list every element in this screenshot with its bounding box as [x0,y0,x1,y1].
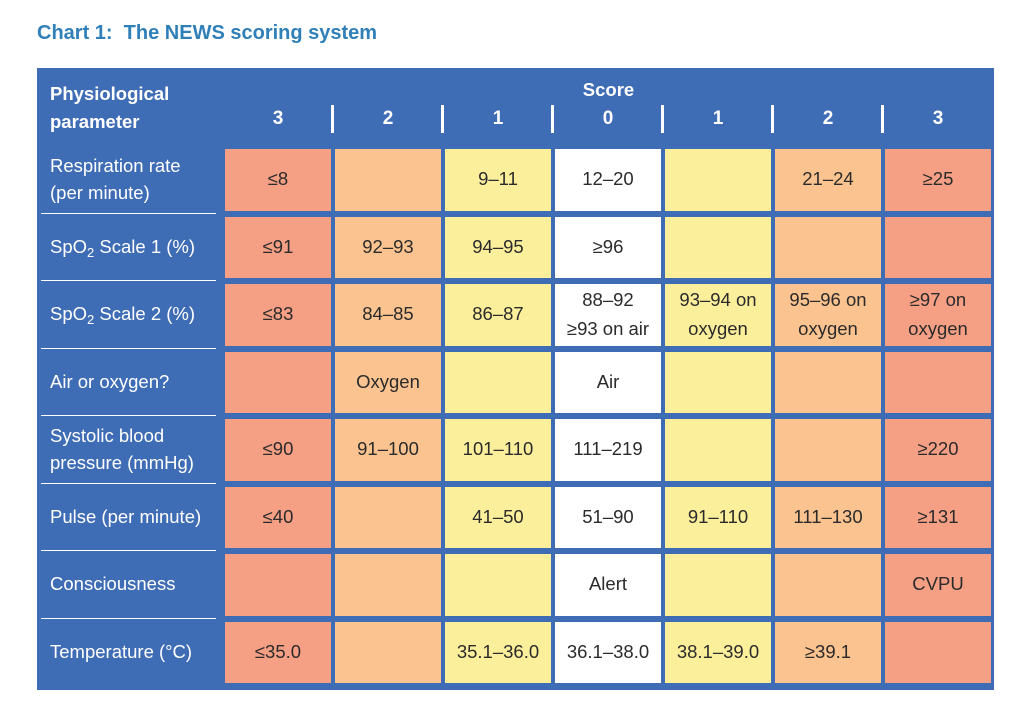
score-cell: 51–90 [555,486,661,548]
score-cell: 35.1–36.0 [445,621,551,683]
score-cell: 111–219 [555,419,661,481]
score-cell [335,149,441,211]
score-cell: ≥131 [885,486,991,548]
score-column-header: 2 [382,108,394,129]
score-column-header: 2 [822,108,834,129]
score-cell: 86–87 [445,284,551,346]
score-cell: 41–50 [445,486,551,548]
score-cell: 9–11 [445,149,551,211]
score-cell: ≤40 [225,486,331,548]
parameter-label: Air or oxygen? [50,370,170,392]
header-divider [661,105,664,133]
score-cell: ≥25 [885,149,991,211]
score-cell: 36.1–38.0 [555,621,661,683]
score-cell: 91–100 [335,419,441,481]
score-cell: ≥39.1 [775,621,881,683]
parameter-label: Respiration rate (per minute) [50,154,181,203]
score-cell [775,419,881,481]
score-cell [225,554,331,616]
score-cell: 101–110 [445,419,551,481]
header-divider [331,105,334,133]
score-cell [665,554,771,616]
score-cell [335,554,441,616]
score-cell [885,216,991,278]
score-cell [885,351,991,413]
score-cell: 91–110 [665,486,771,548]
score-cell [885,621,991,683]
score-cell: 95–96 on oxygen [775,284,881,346]
header-divider [551,105,554,133]
score-cell: 88–92 ≥93 on air [555,284,661,346]
score-cell: Air [555,351,661,413]
score-cell: ≥220 [885,419,991,481]
score-cell [335,621,441,683]
score-cell [665,149,771,211]
score-header: Score [582,79,635,100]
score-cell: 12–20 [555,149,661,211]
score-cell [775,554,881,616]
score-cell [445,554,551,616]
score-cell: 21–24 [775,149,881,211]
score-column-header: 3 [272,108,284,129]
row-divider [41,617,216,619]
score-column-header: 1 [492,108,504,129]
score-cell [445,351,551,413]
score-cell: 38.1–39.0 [665,621,771,683]
row-divider [41,550,216,551]
score-cell: Oxygen [335,351,441,413]
score-cell: ≥97 on oxygen [885,284,991,346]
parameter-label: Systolic blood pressure (mmHg) [50,424,194,473]
parameter-label: Temperature (°C) [50,640,193,662]
score-cell: ≤35.0 [225,621,331,683]
score-column-header: 3 [932,108,944,129]
score-cell [665,351,771,413]
score-cell [775,216,881,278]
parameter-label: Pulse (per minute) [50,505,202,527]
row-divider [41,482,216,484]
score-cell: 111–130 [775,486,881,548]
row-divider [41,347,216,349]
row-divider [41,280,216,281]
parameter-header-line2: parameter [50,111,140,132]
score-cell: ≤90 [225,419,331,481]
header-divider [881,105,884,133]
score-column-header: 0 [602,108,614,129]
parameter-label: SpO2 Scale 2 (%) [50,303,196,328]
score-cell: 92–93 [335,216,441,278]
parameter-label: SpO2 Scale 1 (%) [50,235,196,260]
header-divider [771,105,774,133]
score-cell: ≤8 [225,149,331,211]
score-cell: 93–94 on oxygen [665,284,771,346]
score-cell [225,351,331,413]
score-cell [665,216,771,278]
news-scoring-table: Physiological parameter Score 3 2 1 0 1 2 3 Res… [37,68,994,690]
score-cell: Alert [555,554,661,616]
score-column-header: 1 [712,108,724,129]
score-cell: ≤83 [225,284,331,346]
parameter-header-line1: Physiological [50,83,170,104]
row-divider [41,415,216,416]
score-cell [665,419,771,481]
score-cell: CVPU [885,554,991,616]
chart-title: Chart 1: The NEWS scoring system [37,22,378,44]
header-divider [441,105,444,133]
score-cell: ≤91 [225,216,331,278]
score-cell: ≥96 [555,216,661,278]
score-cell: 84–85 [335,284,441,346]
score-cell: 94–95 [445,216,551,278]
parameter-label: Consciousness [50,573,176,595]
row-divider [41,212,216,214]
score-cell [335,486,441,548]
parameter-column-header: Physiological parameter [50,80,169,136]
score-cell [775,351,881,413]
